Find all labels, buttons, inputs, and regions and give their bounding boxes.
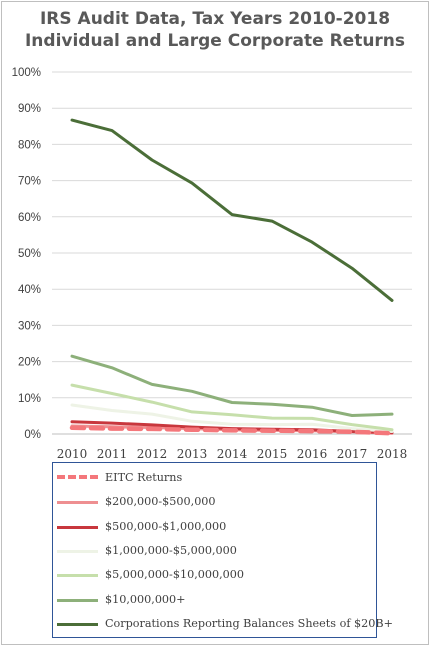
legend-swatch [57,475,98,479]
series-line [70,118,394,302]
y-tick-label: 80% [18,139,41,151]
y-tick-label: 70% [18,176,41,188]
x-tick-label: 2012 [137,447,168,461]
series-line [70,354,394,417]
legend-swatch [57,622,98,626]
legend-swatch [57,525,98,529]
series-line [70,403,394,433]
legend-item: $1,000,000-$5,000,000 [53,540,376,562]
legend-item: $200,000-$500,000 [53,491,376,513]
y-tick-label: 30% [18,320,41,332]
legend-swatch [57,574,98,578]
legend-item: $10,000,000+ [53,589,376,611]
y-tick-label: 100% [12,67,41,79]
x-tick-label: 2016 [297,447,328,461]
y-tick-label: 60% [18,212,41,224]
chart-title-line-1: IRS Audit Data, Tax Years 2010-2018 [39,9,391,29]
x-tick-label: 2017 [337,447,368,461]
x-tick-label: 2018 [377,447,408,461]
x-tick-label: 2013 [177,447,208,461]
legend-swatch [57,501,98,505]
y-tick-label: 40% [18,284,41,296]
x-tick-label: 2015 [257,447,288,461]
legend-label: EITC Returns [105,471,183,484]
chart-legend: EITC Returns $200,000-$500,000 $500,000-$1… [52,462,393,638]
legend-label: $200,000-$500,000 [105,495,216,509]
legend-item: $5,000,000-$10,000,000 [53,564,376,586]
y-tick-label: 90% [18,103,41,115]
y-tick-label: 50% [18,248,41,260]
y-tick-label: 0% [24,429,41,441]
legend-label: Corporations Reporting Balances Sheets o… [105,616,393,630]
chart-title-line-2: Individual and Large Corporate Returns [24,31,406,51]
legend-swatch [57,598,98,602]
x-tick-label: 2014 [217,447,248,461]
series-line [70,383,394,432]
legend-item: $500,000-$1,000,000 [53,516,376,538]
chart-title: IRS Audit Data, Tax Years 2010-2018 Indi… [0,8,430,52]
legend-label: $500,000-$1,000,000 [105,519,227,533]
legend-item: EITC Returns [53,467,376,489]
series-line [69,425,395,436]
legend-label: $1,000,000-$5,000,000 [105,543,237,557]
legend-swatch [57,549,98,553]
y-tick-label: 20% [18,357,41,369]
x-tick-label: 2011 [97,447,128,461]
y-tick-label: 10% [18,393,41,405]
legend-label: $10,000,000+ [105,592,186,606]
legend-label: $5,000,000-$10,000,000 [105,568,245,582]
legend-item: Corporations Reporting Balances Sheets o… [53,613,393,635]
x-tick-label: 2010 [57,447,88,461]
